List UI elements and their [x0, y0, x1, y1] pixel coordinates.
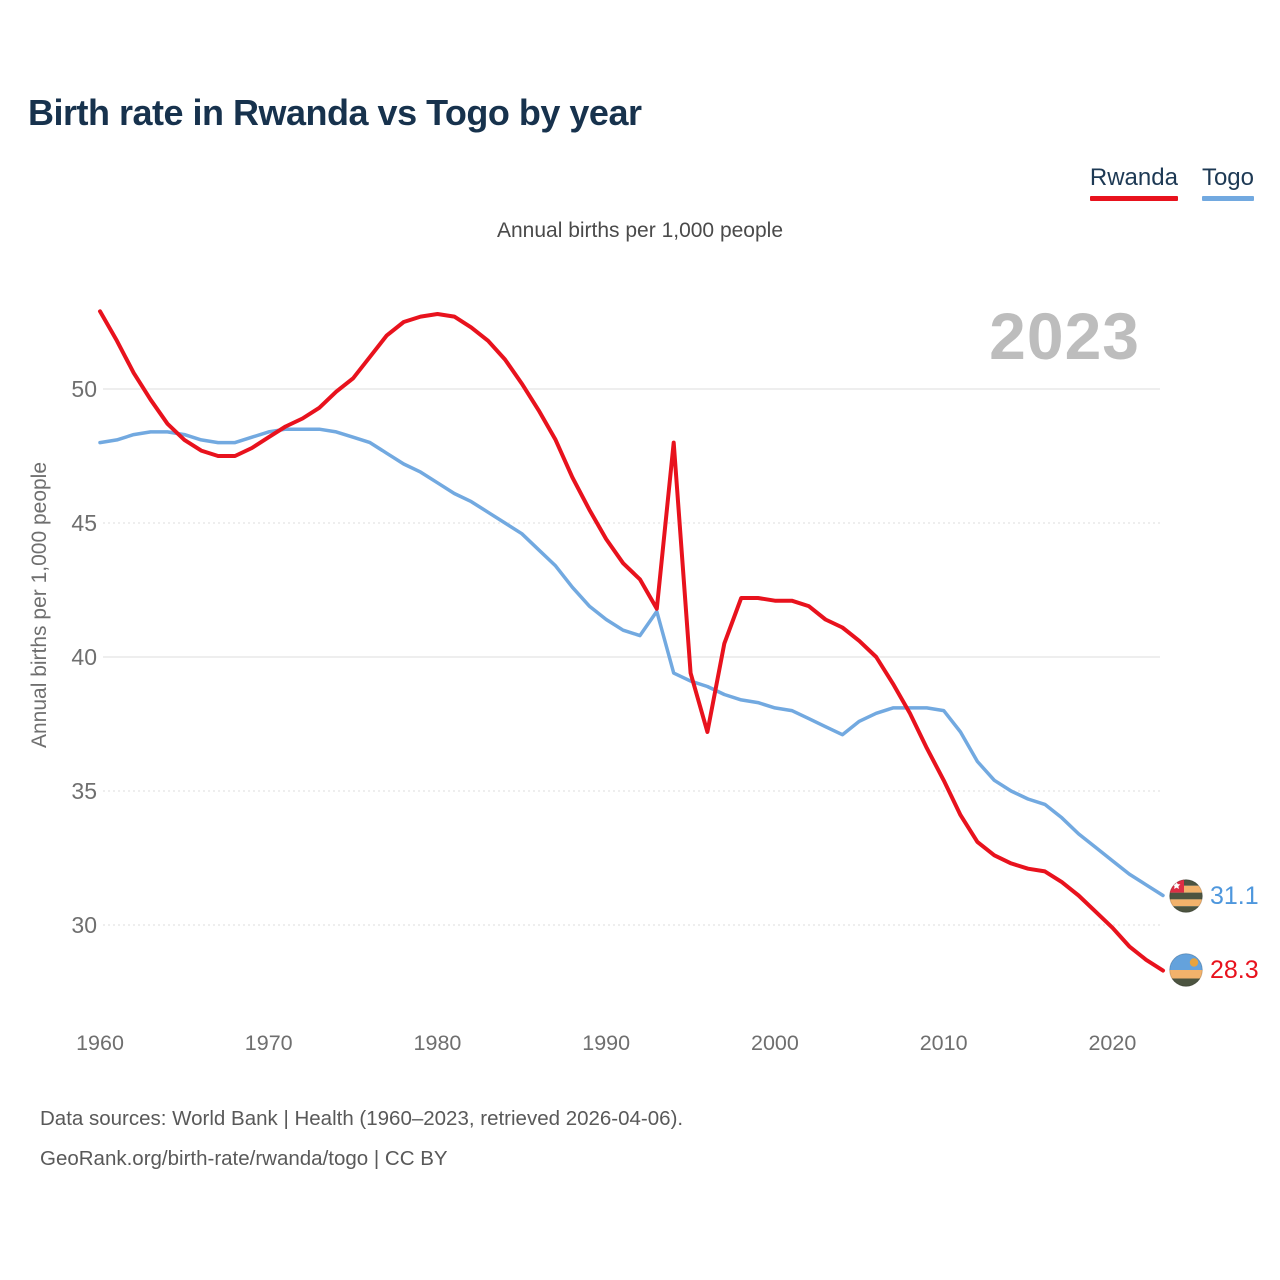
y-axis-title: Annual births per 1,000 people [28, 462, 51, 748]
x-tick-label-2010: 2010 [920, 1031, 968, 1055]
footer: Data sources: World Bank | Health (1960–… [40, 1099, 683, 1179]
series-line-rwanda [98, 309, 1165, 973]
togo-flag-icon [1169, 879, 1203, 913]
footer-sources-line: Data sources: World Bank | Health (1960–… [40, 1107, 684, 1130]
togo-last-value: 31.1 [1210, 881, 1259, 910]
footer-attribution-line: GeoRank.org/birth-rate/rwanda/togo | CC … [40, 1147, 448, 1170]
end-label-togo: 31.1 [1169, 879, 1259, 913]
legend: Rwanda Togo [1089, 164, 1254, 201]
x-tick-label-1960: 1960 [76, 1031, 124, 1055]
rwanda-last-value: 28.3 [1210, 955, 1259, 984]
legend-swatch-togo [1201, 196, 1254, 201]
y-tick-label-40: 40 [71, 644, 97, 670]
x-tick-label-1980: 1980 [414, 1031, 462, 1055]
page-title: Birth rate in Rwanda vs Togo by year [28, 92, 642, 133]
chart-subtitle: Annual births per 1,000 people [496, 219, 784, 242]
y-tick-label-35: 35 [71, 778, 97, 804]
x-tick-label-1990: 1990 [582, 1031, 630, 1055]
x-tick-label-2000: 2000 [751, 1031, 799, 1055]
legend-label-togo: Togo [1201, 164, 1254, 191]
legend-item-togo[interactable]: Togo [1201, 164, 1254, 201]
x-tick-label-1970: 1970 [245, 1031, 293, 1055]
legend-swatch-rwanda [1089, 196, 1178, 201]
series-line-togo [98, 427, 1165, 898]
watermark-year: 2023 [989, 299, 1140, 373]
y-tick-label-30: 30 [71, 912, 97, 938]
y-tick-label-50: 50 [71, 376, 97, 402]
end-label-rwanda: 28.3 [1169, 953, 1259, 987]
rwanda-flag-icon [1169, 953, 1203, 987]
legend-label-rwanda: Rwanda [1089, 164, 1178, 191]
legend-item-rwanda[interactable]: Rwanda [1089, 164, 1178, 201]
y-tick-label-45: 45 [71, 510, 97, 536]
x-tick-label-2020: 2020 [1088, 1031, 1136, 1055]
